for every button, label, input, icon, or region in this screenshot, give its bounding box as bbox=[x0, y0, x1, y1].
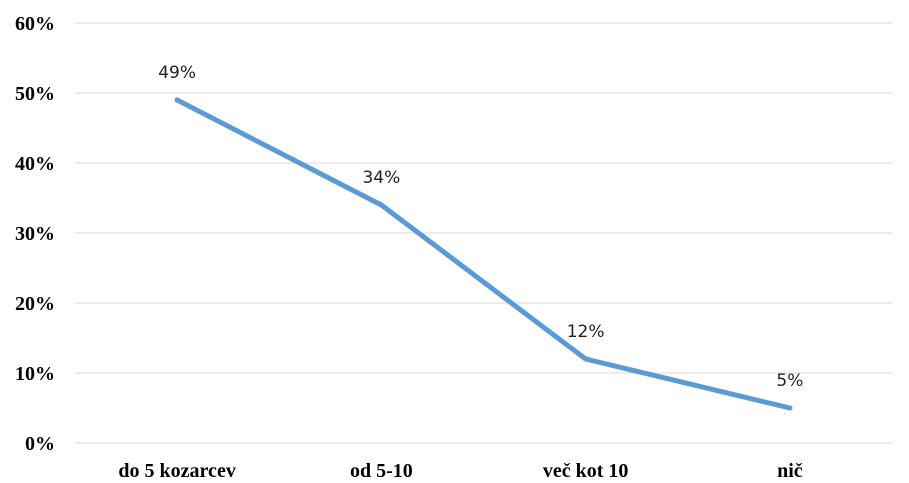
data-point bbox=[583, 356, 589, 362]
grid-lines bbox=[75, 22, 892, 444]
data-label: 34% bbox=[362, 168, 400, 188]
x-tick-label: do 5 kozarcev bbox=[118, 460, 235, 482]
y-axis-tick-labels: 0% 10% 20% 30% 40% 50% 60% bbox=[15, 13, 55, 455]
data-label: 5% bbox=[776, 371, 803, 391]
y-tick-label: 10% bbox=[15, 363, 55, 385]
y-tick-label: 40% bbox=[15, 153, 55, 175]
series-line bbox=[174, 97, 793, 411]
y-tick-label: 50% bbox=[15, 83, 55, 105]
series-layer bbox=[174, 97, 793, 411]
data-label: 49% bbox=[158, 63, 196, 83]
y-tick-label: 20% bbox=[15, 293, 55, 315]
y-tick-label: 0% bbox=[25, 433, 55, 455]
y-tick-label: 30% bbox=[15, 223, 55, 245]
x-axis-tick-labels: do 5 kozarcev od 5-10 več kot 10 nič bbox=[118, 460, 802, 482]
y-tick-label: 60% bbox=[15, 13, 55, 35]
x-tick-label: več kot 10 bbox=[543, 460, 629, 482]
data-point bbox=[787, 405, 793, 411]
data-point bbox=[174, 97, 180, 103]
data-point bbox=[378, 202, 384, 208]
x-tick-label: od 5-10 bbox=[350, 460, 413, 482]
data-labels: 49% 34% 12% 5% bbox=[158, 63, 803, 391]
x-tick-label: nič bbox=[777, 460, 803, 482]
data-label: 12% bbox=[567, 322, 605, 342]
